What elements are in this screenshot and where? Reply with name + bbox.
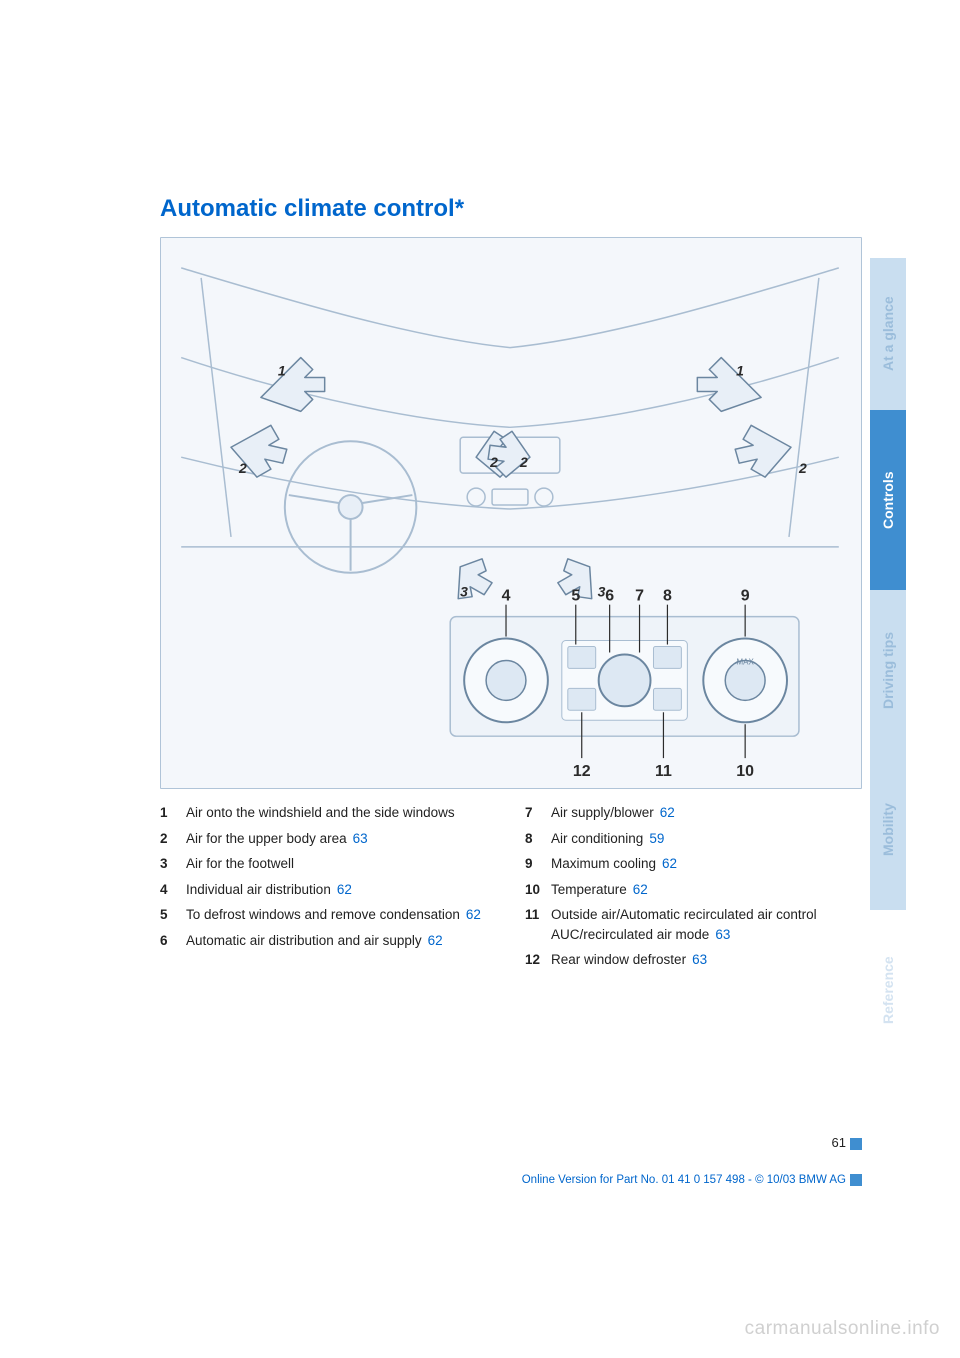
legend-text: Air for the footwell	[186, 856, 294, 871]
page-ref[interactable]: 63	[715, 927, 730, 942]
legend-text: Temperature	[551, 882, 627, 897]
legend-num: 2	[160, 829, 186, 849]
callout-5: 5	[571, 588, 580, 605]
legend-text: Individual air distribution	[186, 882, 331, 897]
footer: Online Version for Part No. 01 41 0 157 …	[160, 1174, 862, 1186]
callout-6: 6	[605, 588, 614, 605]
legend-item-10: 10 Temperature 62	[525, 880, 862, 900]
callout-12: 12	[573, 763, 591, 780]
page-number: 61	[160, 1135, 862, 1150]
arrow-label-2c2: 2	[519, 454, 528, 470]
tab-at-a-glance[interactable]: At a glance	[870, 258, 906, 410]
svg-text:MAX: MAX	[737, 657, 755, 666]
legend-num: 10	[525, 880, 551, 900]
legend-num: 8	[525, 829, 551, 849]
legend-item-4: 4 Individual air distribution 62	[160, 880, 497, 900]
legend: 1 Air onto the windshield and the side w…	[160, 803, 862, 976]
page-ref[interactable]: 62	[428, 933, 443, 948]
callout-8: 8	[663, 588, 672, 605]
legend-item-7: 7 Air supply/blower 62	[525, 803, 862, 823]
legend-text: Air conditioning	[551, 831, 643, 846]
side-tabs: At a glance Controls Driving tips Mobili…	[870, 258, 906, 1070]
tab-mobility[interactable]: Mobility	[870, 750, 906, 910]
legend-item-6: 6 Automatic air distribution and air sup…	[160, 931, 497, 951]
arrow-label-1r: 1	[736, 363, 744, 379]
legend-text: Air for the upper body area	[186, 831, 347, 846]
page: At a glance Controls Driving tips Mobili…	[0, 0, 960, 1358]
legend-item-12: 12 Rear window defroster 63	[525, 950, 862, 970]
legend-item-8: 8 Air conditioning 59	[525, 829, 862, 849]
page-ref[interactable]: 63	[353, 831, 368, 846]
tab-driving-tips[interactable]: Driving tips	[870, 590, 906, 750]
legend-item-5: 5 To defrost windows and remove condensa…	[160, 905, 497, 925]
legend-left: 1 Air onto the windshield and the side w…	[160, 803, 497, 976]
legend-num: 11	[525, 905, 551, 944]
arrow-label-1: 1	[278, 363, 286, 379]
page-ref[interactable]: 62	[662, 856, 677, 871]
page-ref[interactable]: 62	[466, 907, 481, 922]
legend-num: 1	[160, 803, 186, 823]
page-ref[interactable]: 62	[633, 882, 648, 897]
legend-num: 4	[160, 880, 186, 900]
tab-reference[interactable]: Reference	[870, 910, 906, 1070]
callout-7: 7	[635, 588, 644, 605]
arrow-label-3: 3	[460, 584, 468, 600]
page-ref[interactable]: 59	[649, 831, 664, 846]
footer-marker	[850, 1174, 862, 1186]
legend-num: 9	[525, 854, 551, 874]
legend-num: 6	[160, 931, 186, 951]
legend-item-2: 2 Air for the upper body area 63	[160, 829, 497, 849]
arrow-label-2r: 2	[798, 460, 807, 476]
arrow-label-2: 2	[238, 460, 247, 476]
legend-text: Rear window defroster	[551, 952, 686, 967]
legend-item-11: 11 Outside air/Automatic recirculated ai…	[525, 905, 862, 944]
arrow-label-2c: 2	[489, 454, 498, 470]
legend-text: Outside air/Automatic recirculated air c…	[551, 907, 817, 942]
footer-text: Online Version for Part No. 01 41 0 157 …	[522, 1174, 846, 1186]
tab-controls[interactable]: Controls	[870, 410, 906, 590]
legend-num: 3	[160, 854, 186, 874]
legend-num: 5	[160, 905, 186, 925]
legend-text: To defrost windows and remove condensati…	[186, 907, 460, 922]
legend-item-1: 1 Air onto the windshield and the side w…	[160, 803, 497, 823]
page-number-text: 61	[832, 1135, 846, 1150]
legend-text: Automatic air distribution and air suppl…	[186, 933, 422, 948]
legend-right: 7 Air supply/blower 62 8 Air conditioning…	[525, 803, 862, 976]
legend-num: 7	[525, 803, 551, 823]
callout-9: 9	[741, 588, 750, 605]
watermark: carmanualsonline.info	[745, 1318, 940, 1340]
content-column: Automatic climate control*	[160, 195, 862, 976]
page-number-marker	[850, 1138, 862, 1150]
callout-10: 10	[736, 763, 754, 780]
legend-item-3: 3 Air for the footwell	[160, 854, 497, 874]
callout-11: 11	[655, 763, 672, 780]
legend-text: Maximum cooling	[551, 856, 656, 871]
climate-control-diagram: 1 2 1 2 2 2 3 3	[160, 237, 862, 789]
page-ref[interactable]: 62	[337, 882, 352, 897]
page-title: Automatic climate control*	[160, 195, 862, 223]
legend-item-9: 9 Maximum cooling 62	[525, 854, 862, 874]
callout-4: 4	[502, 588, 511, 605]
legend-num: 12	[525, 950, 551, 970]
legend-text: Air onto the windshield and the side win…	[186, 805, 455, 820]
page-ref[interactable]: 62	[660, 805, 675, 820]
page-ref[interactable]: 63	[692, 952, 707, 967]
legend-text: Air supply/blower	[551, 805, 654, 820]
